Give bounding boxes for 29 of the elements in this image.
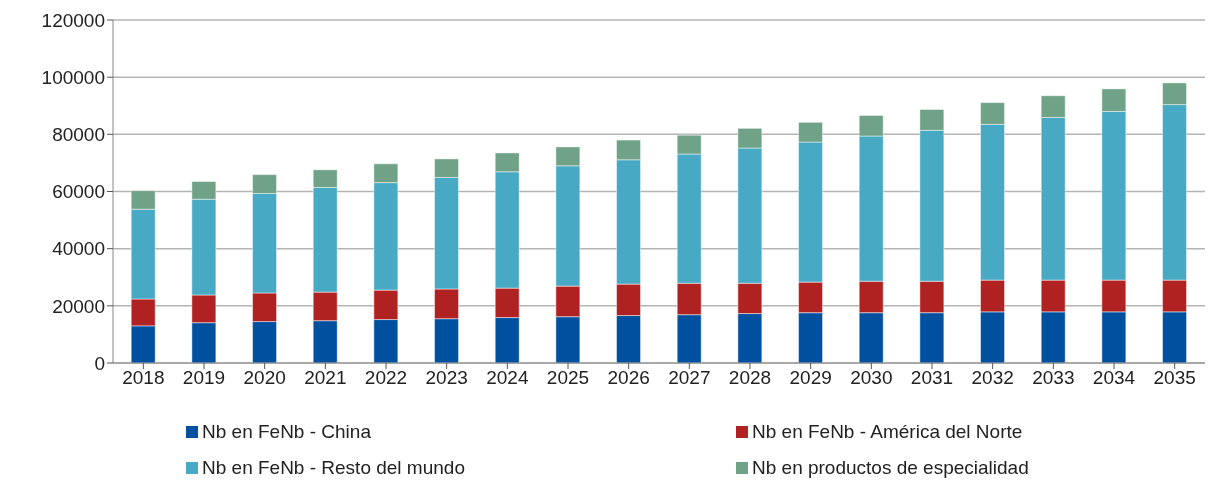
- legend-label: Nb en FeNb - Resto del mundo: [202, 457, 465, 479]
- y-tick-label: 20000: [52, 295, 105, 317]
- y-tick-label: 60000: [52, 181, 105, 203]
- x-tick-label: 2019: [182, 367, 226, 389]
- x-tick-label: 2028: [728, 367, 772, 389]
- x-tick-label: 2026: [607, 367, 650, 389]
- x-tick-label: 2030: [850, 367, 893, 389]
- y-tick-label: 40000: [52, 238, 105, 260]
- x-tick-label: 2023: [425, 367, 468, 389]
- x-tick-label: 2033: [1032, 367, 1075, 389]
- legend-label: Nb en FeNb - América del Norte: [752, 421, 1023, 443]
- y-tick-label: 120000: [41, 9, 105, 31]
- x-tick-label: 2035: [1153, 367, 1196, 389]
- x-tick-label: 2032: [971, 367, 1014, 389]
- x-tick-label: 2031: [910, 367, 954, 389]
- x-tick-label: 2027: [668, 367, 711, 389]
- x-tick-label: 2029: [789, 367, 832, 389]
- x-tick-label: 2025: [546, 367, 590, 389]
- y-tick-label: 0: [94, 352, 105, 374]
- y-tick-label: 80000: [52, 124, 105, 146]
- legend-label: Nb en productos de especialidad: [752, 457, 1029, 479]
- x-tick-label: 2034: [1092, 367, 1136, 389]
- x-tick-label: 2018: [122, 367, 165, 389]
- y-tick-label: 100000: [41, 66, 105, 88]
- x-tick-label: 2020: [243, 367, 286, 389]
- legend-label: Nb en FeNb - China: [202, 421, 371, 443]
- x-tick-label: 2024: [486, 367, 529, 389]
- x-tick-label: 2022: [364, 367, 408, 389]
- x-tick-label: 2021: [304, 367, 347, 389]
